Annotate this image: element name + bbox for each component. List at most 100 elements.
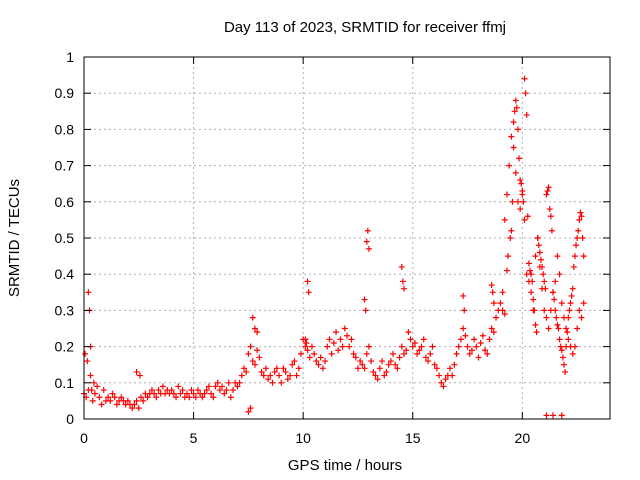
data-point	[324, 343, 331, 350]
data-point	[85, 289, 92, 296]
data-point	[387, 358, 394, 365]
data-point	[249, 314, 256, 321]
data-point	[376, 365, 383, 372]
data-point	[547, 213, 554, 220]
data-point	[363, 350, 370, 357]
data-point	[240, 365, 247, 372]
data-point	[333, 329, 340, 336]
data-point	[133, 368, 140, 375]
data-point	[447, 365, 454, 372]
data-point	[518, 180, 525, 187]
data-point	[282, 368, 289, 375]
data-point	[509, 198, 516, 205]
data-point	[550, 412, 557, 419]
data-point	[407, 336, 414, 343]
data-point	[580, 253, 587, 260]
data-point	[357, 358, 364, 365]
data-point	[105, 394, 112, 401]
data-point	[212, 383, 219, 390]
data-point	[109, 390, 116, 397]
data-point	[227, 394, 234, 401]
data-point	[399, 278, 406, 285]
data-point	[269, 379, 276, 386]
data-point	[289, 361, 296, 368]
data-point	[276, 372, 283, 379]
data-point	[545, 184, 552, 191]
data-point	[124, 397, 131, 404]
data-point	[552, 278, 559, 285]
data-point	[260, 372, 267, 379]
data-point	[556, 336, 563, 343]
data-point	[188, 387, 195, 394]
data-point	[457, 336, 464, 343]
data-point	[497, 300, 504, 307]
data-point	[247, 343, 254, 350]
data-point	[88, 387, 95, 394]
data-point	[536, 249, 543, 256]
data-point	[551, 296, 558, 303]
data-point	[350, 350, 357, 357]
x-tick-label: 20	[515, 430, 531, 446]
y-axis-title: SRMTID / TECUs	[6, 179, 23, 297]
data-point	[98, 401, 105, 408]
data-point	[354, 365, 361, 372]
data-point	[523, 111, 530, 118]
data-point	[392, 361, 399, 368]
data-point	[339, 343, 346, 350]
data-point	[517, 206, 524, 213]
data-point	[546, 206, 553, 213]
data-point	[477, 339, 484, 346]
y-tick-label: 0.7	[55, 158, 75, 174]
data-point	[94, 383, 101, 390]
data-point	[262, 365, 269, 372]
y-tick-label: 0.3	[55, 302, 75, 318]
data-point	[348, 336, 355, 343]
data-point	[96, 394, 103, 401]
data-point	[514, 126, 521, 133]
data-point	[503, 191, 510, 198]
data-point	[528, 271, 535, 278]
data-point	[305, 289, 312, 296]
data-point	[436, 372, 443, 379]
data-point	[216, 387, 223, 394]
data-point	[291, 358, 298, 365]
data-point	[521, 216, 528, 223]
data-point	[364, 227, 371, 234]
data-point	[501, 311, 508, 318]
data-point	[192, 394, 199, 401]
data-point	[550, 289, 557, 296]
data-point	[184, 390, 191, 397]
data-point	[238, 372, 245, 379]
data-point	[560, 361, 567, 368]
data-point	[214, 379, 221, 386]
x-axis-title: GPS time / hours	[288, 457, 402, 474]
data-point	[507, 235, 514, 241]
data-point	[155, 387, 162, 394]
chart-title: Day 113 of 2023, SRMTID for receiver ffm…	[224, 19, 506, 36]
data-point	[411, 339, 418, 346]
data-point	[365, 245, 372, 252]
data-point	[177, 390, 184, 397]
data-point	[493, 314, 500, 321]
data-point	[564, 329, 571, 336]
data-point	[530, 296, 537, 303]
data-point	[374, 376, 381, 383]
data-point	[537, 256, 544, 263]
data-point	[442, 376, 449, 383]
data-point	[543, 314, 550, 321]
data-point	[337, 336, 344, 343]
data-point	[486, 336, 493, 343]
data-point	[267, 372, 274, 379]
data-point	[287, 372, 294, 379]
data-point	[541, 278, 548, 285]
data-point	[186, 394, 193, 401]
data-point	[385, 361, 392, 368]
data-point	[129, 405, 136, 412]
data-point	[461, 307, 468, 314]
data-point	[573, 242, 580, 249]
data-point	[528, 289, 535, 296]
data-point	[328, 350, 335, 357]
data-point	[173, 394, 180, 401]
data-point	[365, 343, 372, 350]
data-point	[534, 235, 541, 241]
